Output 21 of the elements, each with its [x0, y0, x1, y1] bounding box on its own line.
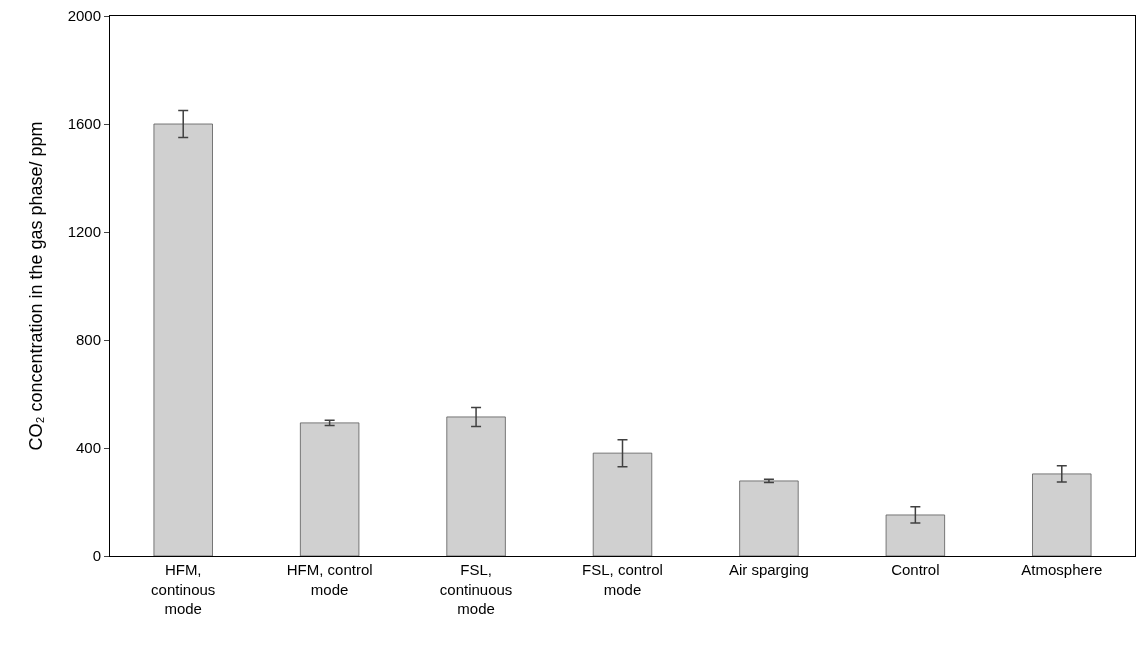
x-tick-label: Atmosphere — [1021, 561, 1103, 578]
bar — [299, 422, 360, 556]
y-tick-label: 0 — [92, 547, 101, 565]
bar — [592, 452, 653, 556]
bar — [446, 416, 506, 556]
y-tick-label: 1200 — [67, 223, 101, 241]
y-tick-label: 2000 — [67, 7, 101, 25]
x-tick-label: HFM, control mode — [286, 561, 373, 598]
x-tick-label: HFM, continous mode — [151, 561, 216, 617]
y-tick-label: 800 — [75, 331, 101, 349]
x-tick-label: Air sparging — [728, 561, 809, 578]
bar — [1032, 473, 1092, 556]
x-tick-label: FSL, control mode — [582, 561, 663, 598]
bar — [885, 514, 946, 556]
y-axis-title: CO₂ concentration in the gas phase/ ppm — [25, 121, 46, 451]
x-tick-label: Control — [891, 561, 940, 578]
bar — [739, 480, 799, 556]
y-tick-label: 400 — [75, 439, 101, 457]
x-tick-label: FSL, continuous mode — [439, 561, 513, 617]
bar — [153, 123, 213, 556]
y-tick-label: 1600 — [67, 115, 101, 133]
